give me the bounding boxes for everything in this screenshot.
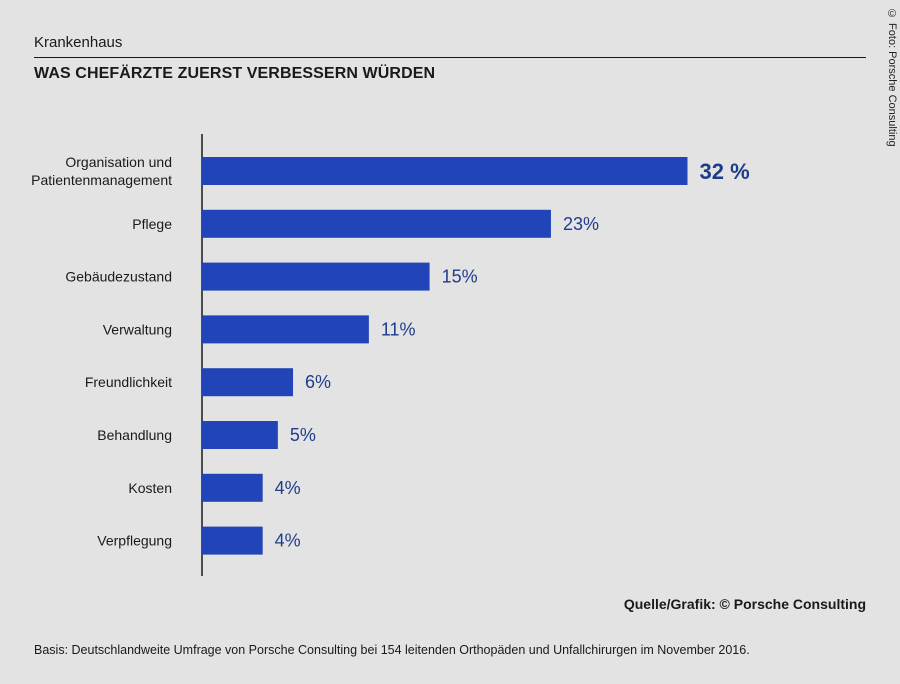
value-label: 6%: [305, 372, 331, 392]
category-label: Kosten: [128, 480, 172, 496]
value-label: 32 %: [699, 159, 749, 184]
bar: [202, 526, 263, 555]
bar: [202, 262, 430, 291]
photo-credit: © Foto: Porsche Consulting: [886, 8, 898, 147]
bar: [202, 315, 369, 344]
value-label: 5%: [290, 425, 316, 445]
bar: [202, 421, 278, 449]
category-label: Gebäudezustand: [65, 269, 172, 285]
bar-chart: Organisation und Patientenmanagement 32 % P…: [31, 134, 750, 576]
bar: [202, 209, 551, 238]
category-label: Krankenhaus: [34, 34, 123, 51]
value-label: 15%: [442, 267, 478, 287]
bar: [202, 368, 294, 397]
value-label: 4%: [275, 478, 301, 498]
category-label: Behandlung: [97, 427, 172, 443]
value-label: 11%: [381, 319, 416, 339]
source-credit: Quelle/Grafik: © Porsche Consulting: [623, 596, 866, 612]
category-label: Organisation und Patientenmanagement: [31, 154, 172, 188]
category-label: Verwaltung: [103, 321, 172, 337]
bar: [202, 157, 688, 185]
header-divider: [34, 57, 866, 58]
value-label: 4%: [275, 531, 301, 551]
survey-basis-note: Basis: Deutschlandweite Umfrage von Pors…: [34, 643, 750, 657]
category-label: Freundlichkeit: [85, 374, 172, 390]
value-label: 23%: [563, 214, 599, 234]
bar: [202, 473, 263, 502]
category-label: Verpflegung: [97, 533, 172, 549]
chart-title: WAS CHEFÄRZTE ZUERST VERBESSERN WÜRDEN: [34, 65, 436, 82]
category-label: Pflege: [132, 216, 172, 232]
